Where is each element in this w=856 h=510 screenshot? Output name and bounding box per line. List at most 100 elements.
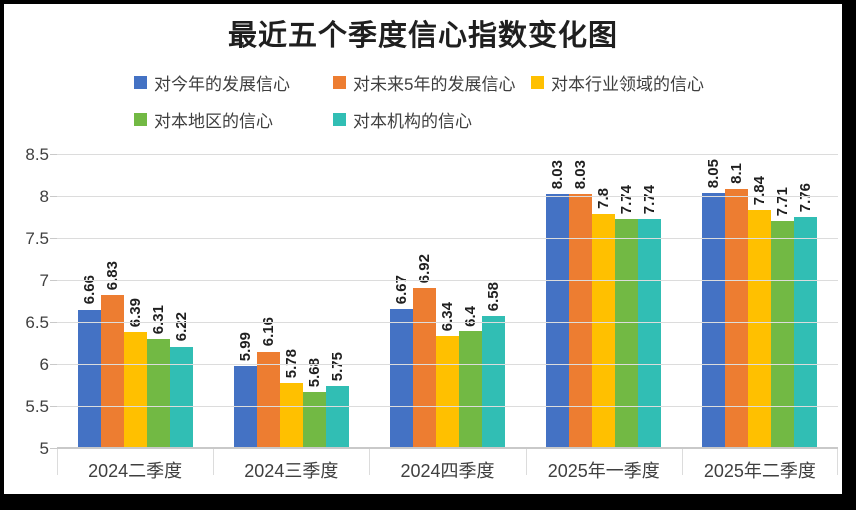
bar-2024二季度-对本机构的信心 [169, 346, 193, 449]
x-axis-tick [57, 449, 58, 475]
gridline [57, 154, 838, 155]
bar-cell: 5.99 [233, 155, 257, 449]
bar-group: 5.996.165.785.68 5.75 [213, 155, 369, 449]
bar-cell: 8.1 [725, 155, 749, 449]
bar-2025年一季度-对本机构的信心 [638, 218, 662, 449]
legend-label: 对未来5年的发展信心 [353, 75, 516, 94]
x-axis-label: 2025年一季度 [547, 461, 660, 481]
bar-value-label: 8.05 [705, 158, 723, 188]
gridline [57, 364, 838, 365]
bar-cell: 5.78 [279, 155, 303, 449]
bar-groups-container: 6.666.836.396.31 6.22 5.996.165.785.68 5.75… [57, 155, 838, 449]
legend-label: 对今年的发展信心 [154, 75, 290, 94]
y-axis-tick [50, 364, 57, 365]
bar-value-label: 7.84 [751, 176, 769, 206]
bar-value-label: 6.67 [393, 274, 410, 304]
bar-2024三季度-对未来5年的发展信心 [256, 351, 280, 449]
bar-cell: 5.68 [302, 155, 326, 449]
bar-value-label: 6.92 [416, 253, 433, 283]
x-axis-label: 2024三季度 [244, 461, 339, 481]
bar-2025年二季度-对本机构的信心 [794, 217, 818, 449]
bar-2024二季度-对本行业领域的信心 [123, 332, 147, 449]
bar-value-label: 5.99 [236, 331, 254, 361]
bar-value-label: 8.03 [549, 160, 567, 190]
y-axis-label: 5 [39, 439, 49, 458]
bar-cell: 6.92 [413, 155, 436, 449]
bar-group: 6.67 6.92 6.34 6.4 6.58 [369, 155, 525, 449]
bar-2024二季度-对未来5年的发展信心 [100, 295, 124, 449]
plot-area: 6.666.836.396.31 6.22 5.996.165.785.68 5.75… [25, 145, 838, 475]
bar-cell: 7.74 [615, 155, 639, 449]
y-axis-label: 6.5 [25, 313, 49, 332]
bar-group: 6.66 6.83 6.39 6.31 6.22 [57, 155, 213, 449]
y-axis-tick [50, 448, 57, 449]
bar-cell: 6.22 [169, 155, 193, 449]
bar-group: 8.03 8.03 7.8 7.74 7.74 [526, 155, 682, 449]
bar-cell: 6.66 [77, 155, 101, 449]
y-axis-label: 8 [39, 187, 49, 206]
bar-cell: 8.05 [702, 155, 726, 449]
x-axis-tick [837, 449, 838, 475]
legend-label: 对本机构的信心 [353, 112, 472, 131]
x-axis-label: 2025年二季度 [703, 461, 816, 481]
x-axis-tick [213, 449, 215, 475]
bar-cell: 7.84 [748, 155, 772, 449]
legend-item: 对本行业领域的信心 [531, 70, 704, 95]
bar-2025年一季度-对未来5年的发展信心 [569, 194, 593, 449]
gridline [57, 447, 838, 449]
bar-value-label: 8.1 [728, 162, 746, 184]
y-axis-label: 7.5 [25, 229, 49, 248]
bar-2024三季度-对本地区的信心 [302, 391, 326, 449]
bar-cell: 7.8 [592, 155, 616, 449]
legend-swatch-icon [531, 76, 544, 89]
bar-2024四季度-对本地区的信心 [459, 331, 482, 449]
bar-value-label: 8.03 [572, 160, 590, 190]
y-axis-tick [50, 280, 57, 281]
bar-2024四季度-对本机构的信心 [482, 316, 505, 449]
y-axis-label: 6 [39, 355, 49, 374]
bar-cell: 7.71 [771, 155, 795, 449]
bar-cell: 7.74 [638, 155, 662, 449]
bar-cell: 6.31 [146, 155, 170, 449]
legend-swatch-icon [333, 76, 346, 89]
y-axis-tick [50, 406, 57, 407]
bar-value-label: 6.58 [485, 282, 502, 312]
bar-2025年二季度-对今年的发展信心 [702, 192, 726, 449]
x-axis-tick [369, 449, 371, 475]
gridline [57, 280, 838, 281]
legend-item: 对今年的发展信心 [134, 70, 333, 95]
bar-2024三季度-对本行业领域的信心 [279, 383, 303, 449]
bar-2025年一季度-对今年的发展信心 [546, 194, 570, 449]
bar-value-label: 6.83 [103, 261, 121, 291]
bar-cell: 7.76 [794, 155, 818, 449]
bar-cell: 8.03 [569, 155, 593, 449]
legend-swatch-icon [134, 113, 147, 126]
bar-2025年二季度-对本地区的信心 [771, 221, 795, 449]
bar-2024二季度-对今年的发展信心 [77, 309, 101, 449]
bar-value-label: 6.4 [462, 305, 479, 327]
gridline [57, 406, 838, 407]
y-axis-label: 8.5 [25, 145, 49, 164]
bar-2024二季度-对本地区的信心 [146, 338, 170, 449]
legend-label: 对本行业领域的信心 [551, 75, 704, 94]
legend-label: 对本地区的信心 [154, 112, 273, 131]
bar-value-label: 6.34 [439, 302, 456, 332]
y-axis-tick [50, 154, 57, 155]
bar-cell: 6.16 [256, 155, 280, 449]
y-axis-label: 5.5 [25, 397, 49, 416]
bar-2024四季度-对今年的发展信心 [390, 308, 413, 449]
bar-2024四季度-对未来5年的发展信心 [413, 287, 436, 449]
bar-cell: 6.83 [100, 155, 124, 449]
y-axis-tick [50, 322, 57, 323]
bar-cell: 8.03 [546, 155, 570, 449]
bar-2024四季度-对本行业领域的信心 [436, 336, 459, 449]
bar-cell: 6.34 [436, 155, 459, 449]
legend-item: 对未来5年的发展信心 [333, 70, 531, 95]
x-axis-label: 2024四季度 [400, 461, 495, 481]
bar-cell: 6.58 [482, 155, 505, 449]
x-axis-labels: 2024二季度 2024三季度 2024四季度 2025年一季度 2025年二季度 [57, 457, 838, 483]
x-axis-tick [525, 449, 527, 475]
chart-title: 最近五个季度信心指数变化图 [227, 20, 618, 52]
legend-item: 对本机构的信心 [333, 107, 531, 132]
